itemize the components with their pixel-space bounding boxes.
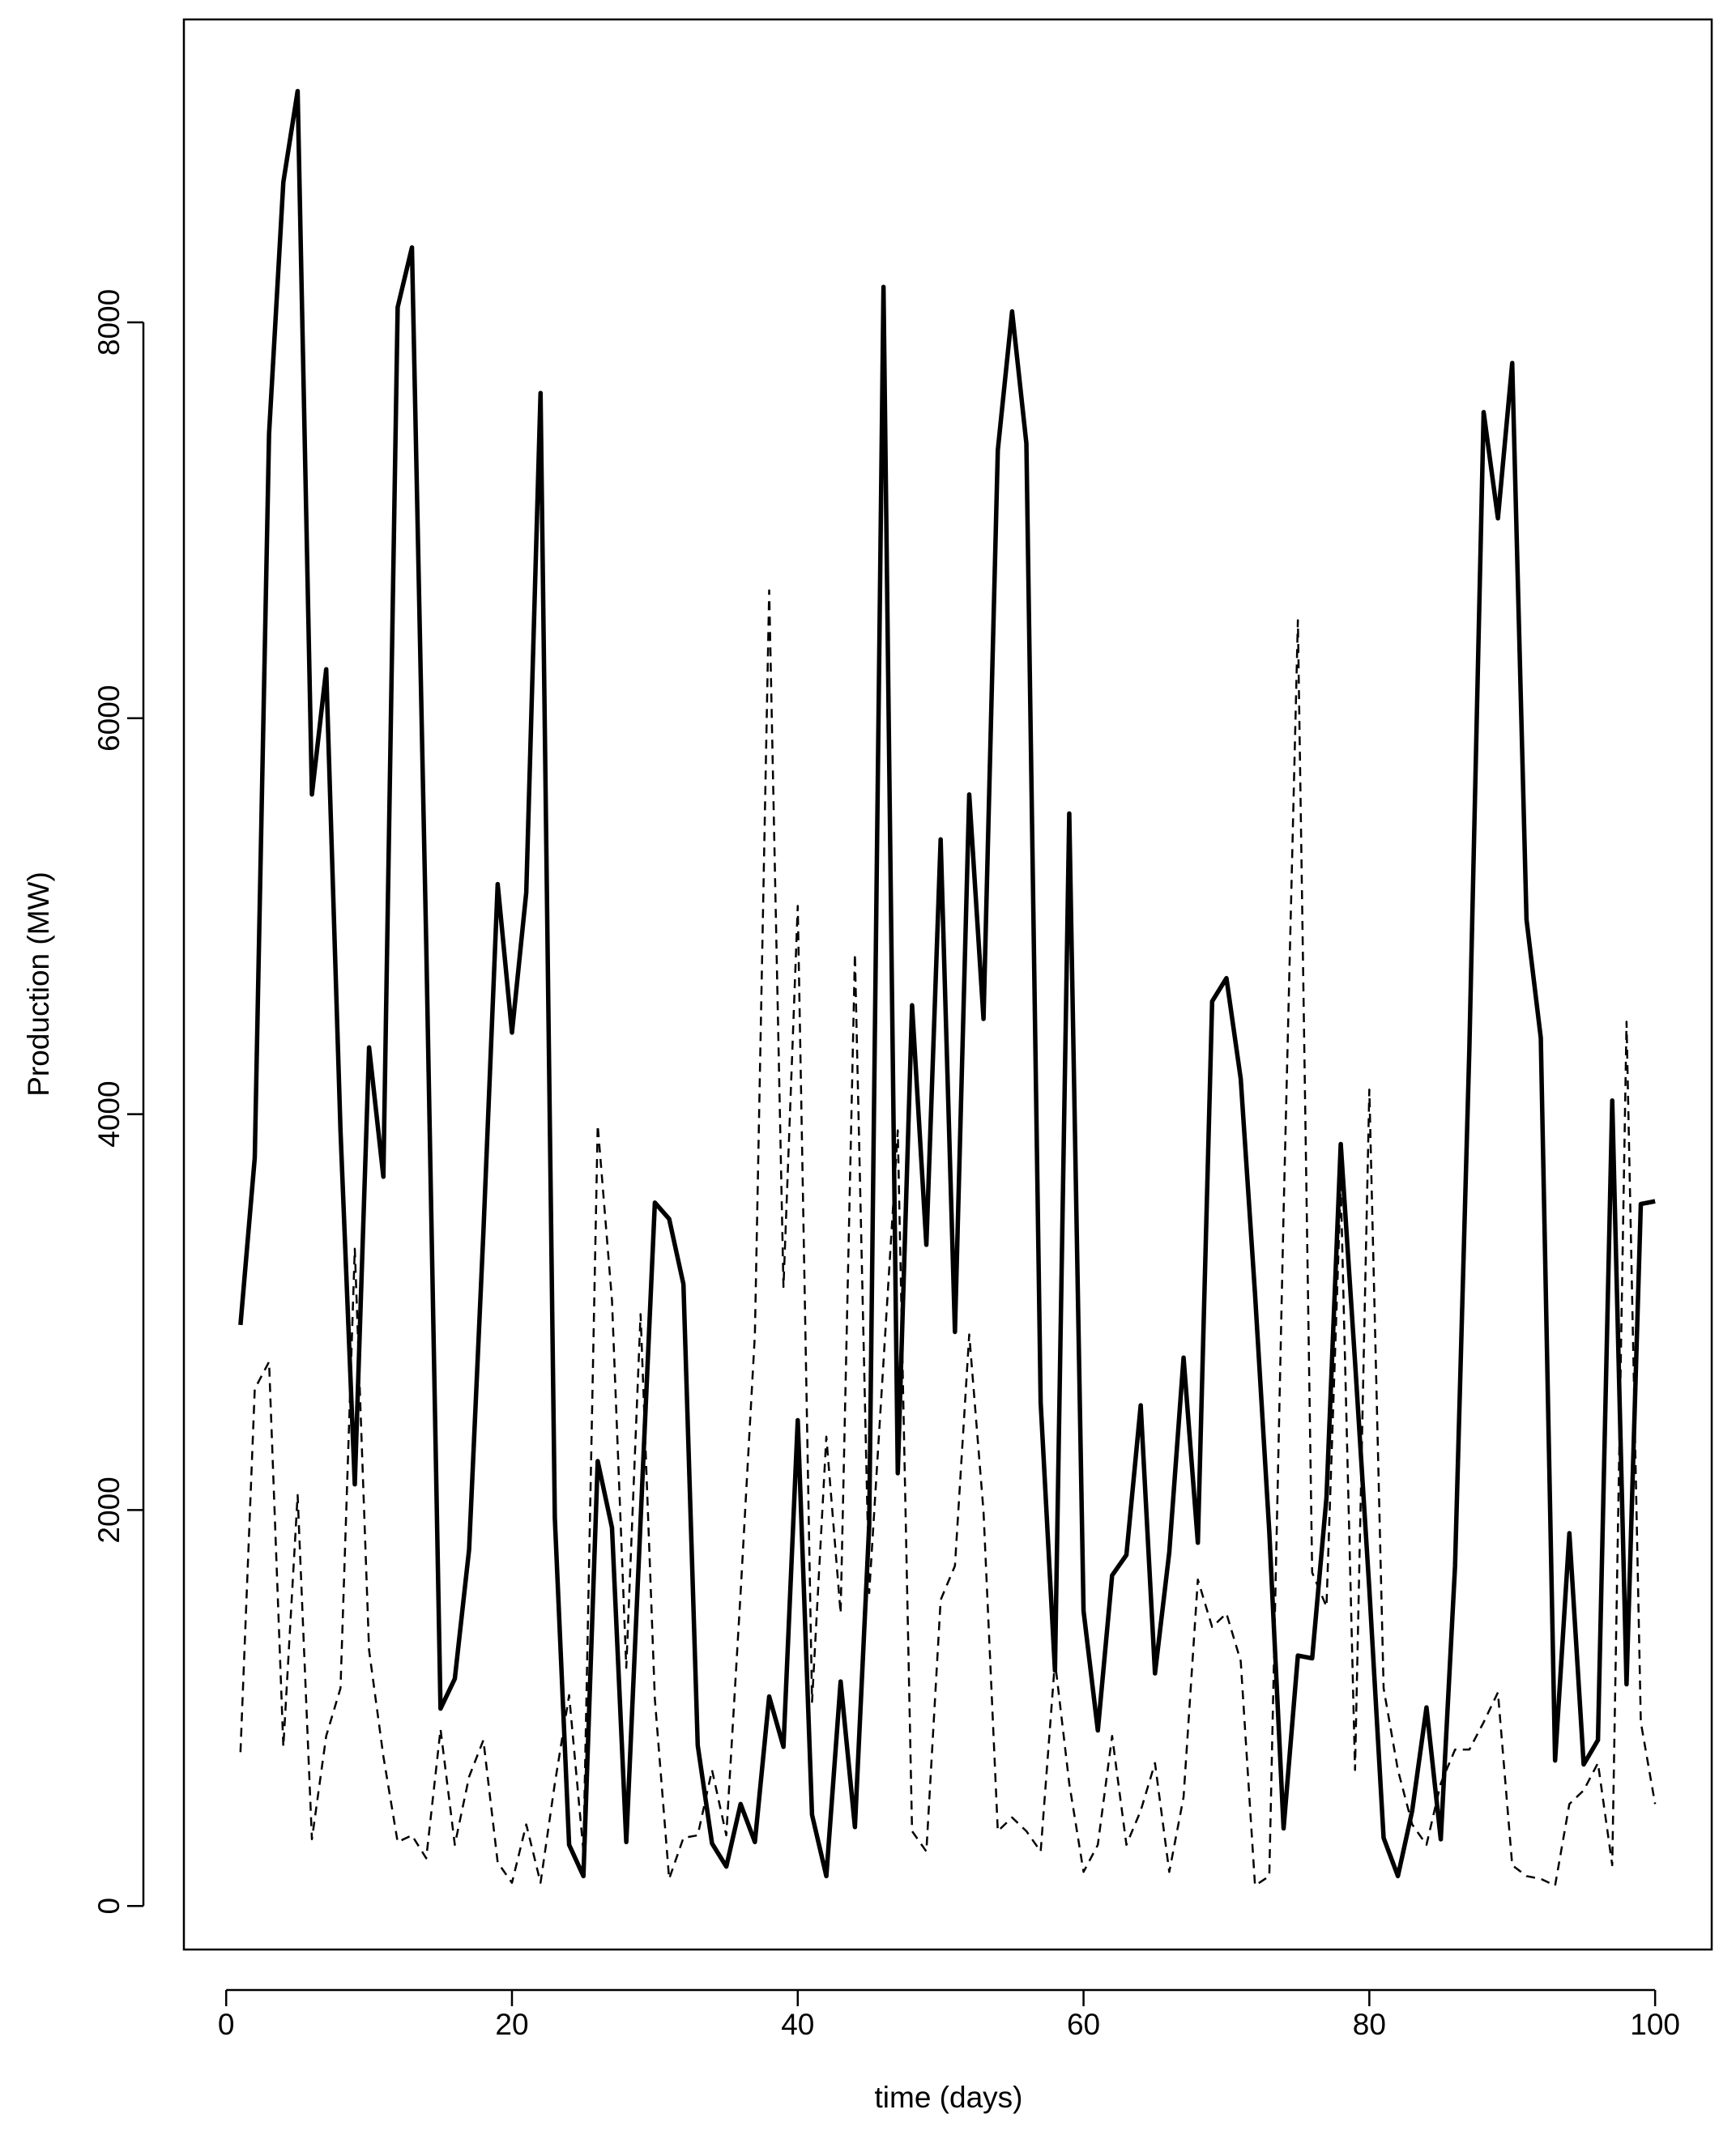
series-line: [238, 88, 1656, 1879]
y-tick-label: 0: [92, 1898, 126, 1915]
plot-frame: [182, 18, 1713, 1951]
y-tick-label: 6000: [92, 685, 126, 752]
x-tick-label: 20: [495, 2008, 528, 2041]
y-axis-label: Production (MW): [22, 871, 55, 1097]
x-tick-label: 100: [1630, 2008, 1680, 2041]
y-tick-label: 2000: [92, 1477, 126, 1543]
y-tick-label: 8000: [92, 289, 126, 356]
x-axis-label: time (days): [875, 2081, 1023, 2114]
x-tick-label: 40: [781, 2008, 814, 2041]
series-line: [239, 589, 1657, 1887]
y-tick-label: 4000: [92, 1080, 126, 1147]
x-tick-label: 60: [1067, 2008, 1100, 2041]
x-tick-label: 80: [1353, 2008, 1386, 2041]
x-tick-label: 0: [218, 2008, 235, 2041]
